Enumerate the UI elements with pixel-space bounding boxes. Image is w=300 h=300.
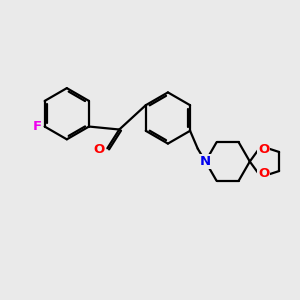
Text: N: N	[200, 155, 211, 168]
Text: O: O	[258, 167, 269, 180]
Text: F: F	[32, 120, 41, 133]
Text: N: N	[200, 155, 211, 168]
Text: O: O	[93, 143, 104, 157]
Text: O: O	[258, 142, 269, 156]
